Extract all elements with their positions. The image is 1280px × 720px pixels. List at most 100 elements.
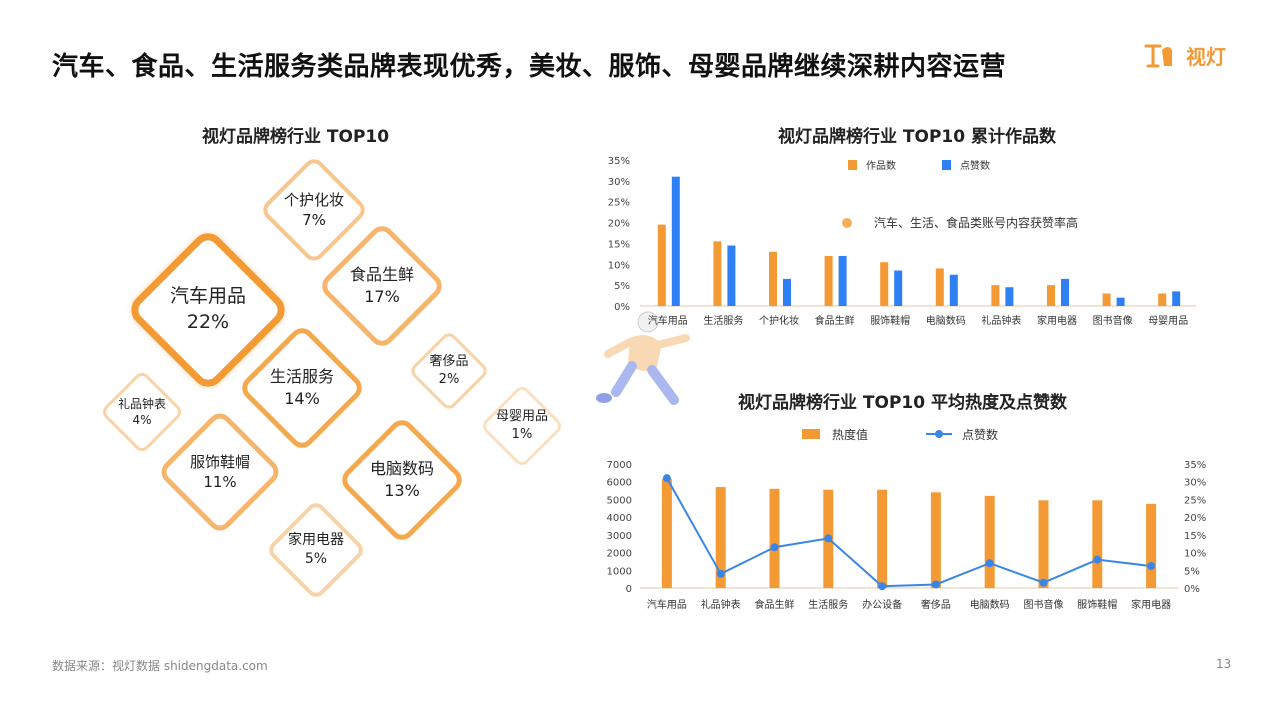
left-chart-title: 视灯品牌榜行业 TOP10: [202, 127, 390, 147]
bar-作品数: [880, 262, 889, 306]
bar-热度值: [1146, 503, 1157, 588]
x-tick-label: 服饰鞋帽: [1077, 598, 1117, 611]
bar-点赞数: [1061, 278, 1069, 306]
bar-热度值: [1038, 500, 1049, 588]
diamond-label: 个护化妆: [283, 190, 344, 209]
y-right-tick-label: 10%: [1184, 549, 1206, 560]
diamond-pct: 1%: [511, 427, 533, 442]
x-tick-label: 家用电器: [1131, 598, 1171, 611]
logo-text: 视灯: [1186, 44, 1226, 69]
y-right-tick-label: 35%: [1184, 460, 1206, 471]
x-tick-label: 图书音像: [1024, 598, 1064, 611]
diamond-gifts: 礼品钟表 4%: [99, 369, 185, 455]
line-point: [1093, 555, 1102, 564]
diamond-appliances: 家用电器 5%: [265, 499, 367, 601]
diamond-label: 电脑数码: [369, 459, 434, 479]
bar-作品数: [991, 285, 1000, 306]
data-source: 数据来源：视灯数据 shidengdata.com: [52, 659, 268, 673]
legend-swatch: [802, 429, 820, 439]
line-点赞数: [666, 477, 1152, 588]
bar-作品数: [1158, 293, 1167, 306]
y-tick-label: 25%: [608, 198, 630, 209]
annotation-dot: [842, 218, 852, 228]
y-left-tick-label: 7000: [607, 460, 632, 471]
y-tick-label: 0%: [614, 302, 630, 313]
x-tick-label: 生活服务: [703, 314, 743, 327]
x-tick-label: 食品生鲜: [815, 314, 855, 327]
diamond-electronics: 电脑数码 13%: [336, 414, 468, 546]
runner-illustration-icon: [596, 311, 690, 405]
y-left-tick-label: 5000: [607, 495, 632, 506]
bar-点赞数: [727, 245, 736, 306]
line-point: [931, 580, 940, 589]
bar-作品数: [657, 224, 666, 306]
diamond-apparel: 服饰鞋帽 11%: [156, 408, 284, 536]
legend-swatch: [942, 160, 951, 170]
y-right-tick-label: 30%: [1184, 478, 1206, 489]
bar-作品数: [824, 255, 833, 306]
y-tick-label: 35%: [608, 156, 630, 167]
diamond-food: 食品生鲜 17%: [316, 220, 448, 352]
legend-label: 点赞数: [960, 159, 990, 172]
x-tick-label: 办公设备: [862, 598, 902, 611]
y-left-tick-label: 6000: [607, 478, 632, 489]
bar-点赞数: [949, 274, 958, 306]
diamond-label: 奢侈品: [429, 354, 469, 370]
lamp-logo-icon: [1144, 44, 1172, 68]
diamond-label: 家用电器: [288, 532, 344, 549]
diamond-pct: 14%: [284, 389, 320, 408]
bar-作品数: [713, 241, 722, 306]
diamond-pct: 13%: [384, 481, 420, 500]
bar-热度值: [769, 488, 780, 588]
bar-热度值: [984, 495, 995, 588]
bar-点赞数: [1172, 291, 1181, 306]
bar-点赞数: [783, 278, 791, 306]
diamond-life-service: 生活服务 14%: [236, 322, 368, 454]
combo-chart-title: 视灯品牌榜行业 TOP10 平均热度及点赞数: [738, 393, 1068, 413]
diamond-label: 汽车用品: [169, 285, 246, 308]
diamond-auto: 汽车用品 22%: [124, 226, 292, 394]
x-tick-label: 汽车用品: [647, 598, 687, 611]
x-tick-label: 食品生鲜: [755, 598, 795, 611]
bar-热度值: [930, 492, 941, 588]
y-tick-label: 10%: [608, 260, 630, 271]
legend-swatch: [848, 160, 857, 170]
diamond-label: 母婴用品: [495, 409, 548, 425]
y-tick-label: 15%: [608, 239, 630, 250]
combo-chart: 0 1000 2000 3000 4000 5000 6000 7000 0% 5% 10% 15% 2…: [607, 427, 1207, 611]
y-left-tick-label: 2000: [607, 549, 632, 560]
x-tick-label: 奢侈品: [921, 598, 951, 611]
x-tick-label: 母婴用品: [1148, 315, 1188, 327]
y-right-tick-label: 0%: [1184, 584, 1200, 595]
diamond-pct: 7%: [302, 211, 326, 229]
y-left-tick-label: 3000: [607, 531, 632, 542]
bar-chart: 0% 5% 10% 15% 20% 25% 30% 35% 汽车用品 生活服务 个护化妆 食品生鲜 服饰…: [608, 156, 1196, 327]
x-tick-label: 电脑数码: [926, 314, 966, 327]
page-number: 13: [1216, 657, 1232, 671]
x-tick-label: 生活服务: [808, 598, 848, 611]
y-tick-label: 20%: [608, 219, 630, 230]
bar-作品数: [1102, 293, 1111, 306]
y-right-tick-label: 15%: [1184, 531, 1206, 542]
line-point: [662, 474, 671, 483]
bar-作品数: [1047, 285, 1055, 306]
x-tick-label: 服饰鞋帽: [870, 314, 910, 327]
line-point: [1147, 562, 1156, 571]
legend-marker: [935, 430, 943, 438]
diamond-baby: 母婴用品 1%: [479, 383, 565, 469]
y-right-tick-label: 5%: [1184, 566, 1200, 577]
bar-点赞数: [1116, 297, 1125, 306]
diamond-pct: 17%: [364, 287, 400, 306]
x-tick-label: 图书音像: [1093, 314, 1133, 327]
y-left-tick-label: 1000: [607, 566, 632, 577]
bar-点赞数: [1005, 287, 1014, 306]
diamond-pct: 2%: [438, 372, 460, 387]
line-point: [716, 569, 725, 578]
legend-label: 点赞数: [962, 427, 998, 442]
bar-作品数: [935, 268, 944, 306]
x-tick-label: 礼品钟表: [701, 598, 741, 611]
x-tick-label: 汽车用品: [648, 314, 688, 327]
diamond-pct: 4%: [132, 413, 152, 427]
bar-点赞数: [838, 255, 847, 306]
x-tick-label: 电脑数码: [970, 598, 1010, 611]
